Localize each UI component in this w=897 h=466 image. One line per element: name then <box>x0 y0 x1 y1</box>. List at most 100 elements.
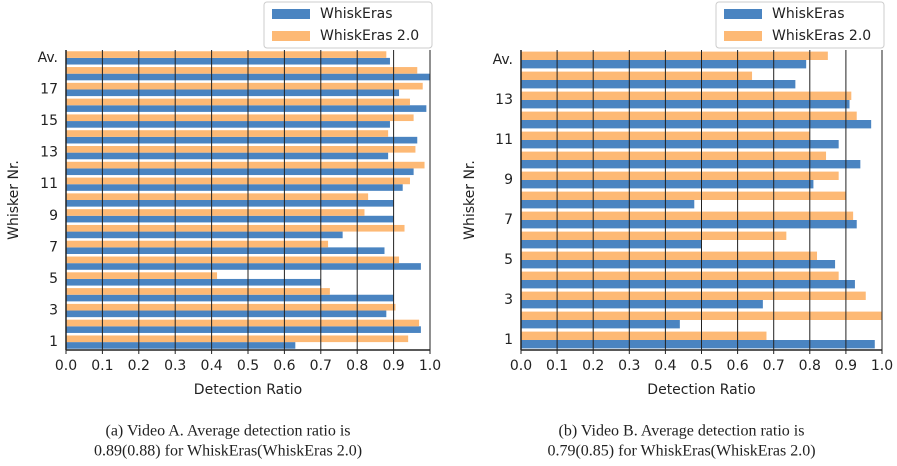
x-tick-label: 0.4 <box>654 358 676 374</box>
bar <box>521 71 753 80</box>
y-tick-label: Av. <box>38 50 58 66</box>
x-tick-label: 0.1 <box>546 358 568 374</box>
bar <box>521 160 861 169</box>
legend-swatch <box>272 31 310 41</box>
bar <box>66 335 409 343</box>
bar <box>66 168 414 176</box>
bar <box>66 294 394 302</box>
x-tick-label: 0.7 <box>763 358 785 374</box>
bar <box>66 161 425 169</box>
bar <box>66 209 365 216</box>
bar <box>521 100 850 109</box>
bar <box>66 114 414 122</box>
bar <box>66 98 410 106</box>
bar <box>66 200 394 207</box>
x-tick-label: 0.5 <box>237 358 259 374</box>
x-tick-label: 0.8 <box>799 358 821 374</box>
legend-label: WhiskEras 2.0 <box>320 28 419 44</box>
y-tick-label: 17 <box>40 81 58 97</box>
bar <box>521 151 827 160</box>
y-tick-label: 5 <box>49 271 58 287</box>
bar <box>66 272 218 279</box>
caption: (a) Video A. Average detection ratio is <box>105 423 350 440</box>
y-axis-label: Whisker Nr. <box>6 160 22 240</box>
bar <box>66 146 416 153</box>
bar <box>66 121 390 128</box>
bar <box>66 67 418 74</box>
bar <box>521 300 763 309</box>
x-tick-label: 0.9 <box>835 358 857 374</box>
bar <box>66 319 420 327</box>
bar <box>521 240 702 249</box>
legend-swatch <box>272 9 310 19</box>
bar <box>521 120 872 129</box>
y-tick-label: 3 <box>504 292 513 308</box>
y-tick-label: 5 <box>504 252 513 268</box>
bar <box>66 326 421 333</box>
bar <box>66 152 389 160</box>
bar <box>521 111 857 120</box>
legend-swatch <box>724 31 762 41</box>
y-tick-label: Av. <box>493 52 513 68</box>
bar <box>66 247 385 254</box>
x-tick-label: 0.3 <box>618 358 640 374</box>
y-tick-label: 9 <box>504 172 513 188</box>
y-tick-label: 7 <box>504 212 513 228</box>
bar <box>66 57 390 65</box>
bar <box>521 280 855 289</box>
bar <box>66 82 423 90</box>
x-tick-label: 0.6 <box>726 358 748 374</box>
x-tick-label: 1.0 <box>419 358 441 374</box>
bar <box>521 231 787 240</box>
y-tick-label: 7 <box>49 239 58 255</box>
bar <box>66 231 343 239</box>
bar <box>521 140 839 149</box>
legend-label: WhiskEras <box>320 6 392 22</box>
bar <box>521 51 828 60</box>
bar <box>66 288 330 295</box>
bar <box>66 105 427 112</box>
bar <box>66 256 400 264</box>
legend-label: WhiskEras <box>772 6 844 22</box>
caption: 0.89(0.88) for WhiskEras(WhiskEras 2.0) <box>94 443 362 460</box>
x-tick-label: 0.1 <box>91 358 113 374</box>
legend-swatch <box>724 9 762 19</box>
legend-label: WhiskEras 2.0 <box>772 28 871 44</box>
y-tick-label: 13 <box>40 145 58 161</box>
x-tick-label: 0.3 <box>164 358 186 374</box>
x-axis-label: Detection Ratio <box>194 382 302 398</box>
y-tick-label: 1 <box>504 332 513 348</box>
x-tick-label: 0.8 <box>346 358 368 374</box>
bar <box>66 303 396 311</box>
y-axis-label: Whisker Nr. <box>462 160 478 240</box>
bar <box>521 260 836 269</box>
x-tick-label: 0.9 <box>382 358 404 374</box>
x-tick-label: 0.0 <box>55 358 77 374</box>
x-tick-label: 0.6 <box>273 358 295 374</box>
bar <box>66 240 329 248</box>
y-tick-label: 3 <box>49 303 58 319</box>
y-tick-label: 9 <box>49 208 58 224</box>
x-tick-label: 1.0 <box>871 358 893 374</box>
bar <box>66 263 421 270</box>
bar <box>66 136 418 144</box>
bar <box>66 51 387 58</box>
bar <box>66 342 296 349</box>
y-tick-label: 13 <box>495 92 513 108</box>
bar <box>521 60 807 69</box>
bar <box>66 310 387 318</box>
y-tick-label: 15 <box>40 113 58 129</box>
bar <box>521 291 866 300</box>
bar <box>521 271 839 280</box>
bar <box>66 224 405 232</box>
bar <box>521 320 680 329</box>
bar <box>521 80 796 89</box>
bar <box>66 193 369 200</box>
y-tick-label: 1 <box>49 334 58 350</box>
bar <box>66 215 394 223</box>
x-tick-label: 0.5 <box>690 358 712 374</box>
bar <box>521 251 818 260</box>
bar <box>66 278 321 286</box>
bar <box>521 180 814 189</box>
bar <box>521 331 767 340</box>
